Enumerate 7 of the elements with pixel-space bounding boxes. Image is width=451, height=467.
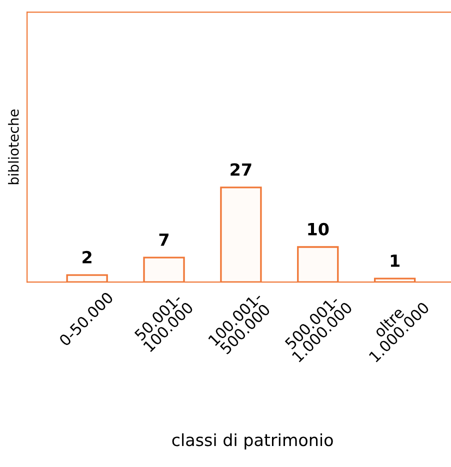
data-label: 27 [230, 163, 252, 176]
data-label: 7 [159, 234, 168, 246]
data-label: 2 [82, 250, 92, 264]
data-label: 1 [390, 254, 400, 267]
data-label: 10 [308, 222, 329, 236]
y-axis-title: biblioteche [8, 110, 19, 184]
x-axis-title: classi di patrimonio [172, 433, 333, 450]
